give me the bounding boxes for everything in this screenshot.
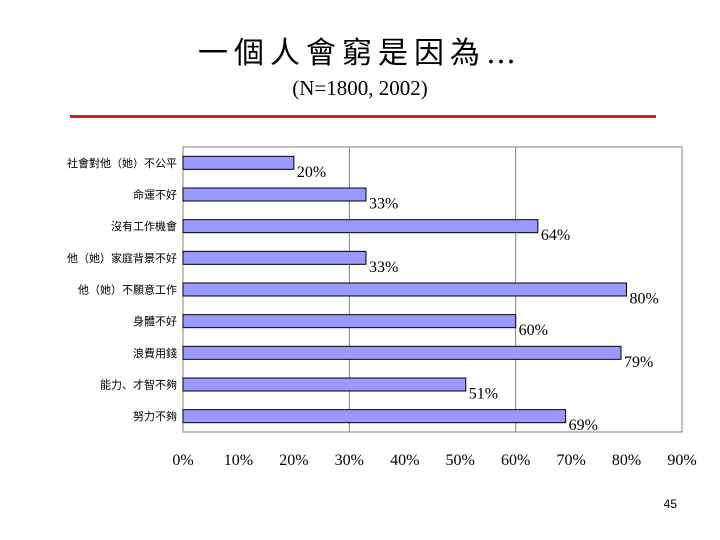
page-number: 45: [663, 497, 677, 511]
category-label: 他（她）不願意工作: [78, 283, 177, 297]
slide-subtitle: (N=1800, 2002): [292, 76, 428, 100]
category-label: 他（她）家庭背景不好: [67, 251, 177, 265]
bar: [182, 314, 517, 329]
data-label: 80%: [630, 291, 659, 308]
category-label: 沒有工作機會: [111, 219, 177, 233]
bar: [182, 409, 567, 424]
bar: [182, 219, 539, 234]
slide-title: 一個人會窮是因為…: [198, 36, 522, 71]
data-label: 20%: [297, 164, 326, 181]
data-label: 64%: [541, 227, 570, 244]
x-tick-labels: 0% 10% 20% 30% 40% 50% 60% 70% 80% 90%: [172, 452, 696, 469]
x-tick-label: 20%: [279, 452, 308, 469]
category-label: 努力不夠: [133, 409, 177, 423]
category-label: 浪費用錢: [133, 346, 177, 360]
x-tick-label: 70%: [556, 452, 585, 469]
x-tick-label: 80%: [612, 452, 641, 469]
bar: [182, 345, 622, 360]
data-label: 60%: [519, 322, 548, 339]
bars: [182, 155, 628, 424]
bar: [182, 155, 295, 170]
category-label: 命運不好: [133, 188, 177, 202]
category-label: 身體不好: [133, 314, 177, 328]
x-tick-label: 60%: [501, 452, 530, 469]
bar: [182, 187, 367, 202]
bar: [182, 250, 367, 265]
bar-chart: 20% 33% 64% 33% 80% 60% 79% 51% 69% 社會對他（她）不公平命運…: [67, 146, 697, 469]
data-label: 33%: [369, 259, 398, 276]
data-labels: 20% 33% 64% 33% 80% 60% 79% 51% 69%: [297, 164, 659, 434]
x-tick-label: 90%: [667, 452, 696, 469]
data-label: 51%: [469, 386, 498, 403]
bar: [182, 282, 628, 297]
x-tick-label: 40%: [390, 452, 419, 469]
bar: [182, 377, 467, 392]
category-label: 社會對他（她）不公平: [67, 156, 177, 170]
x-tick-label: 0%: [172, 452, 193, 469]
x-tick-label: 50%: [446, 452, 475, 469]
data-label: 79%: [624, 354, 653, 371]
title-divider: [70, 115, 656, 118]
data-label: 33%: [369, 196, 398, 213]
x-tick-label: 10%: [224, 452, 253, 469]
category-labels: 社會對他（她）不公平命運不好沒有工作機會他（她）家庭背景不好他（她）不願意工作身…: [67, 156, 177, 423]
x-tick-label: 30%: [335, 452, 364, 469]
category-label: 能力、才智不夠: [100, 378, 177, 392]
data-label: 69%: [569, 417, 598, 434]
